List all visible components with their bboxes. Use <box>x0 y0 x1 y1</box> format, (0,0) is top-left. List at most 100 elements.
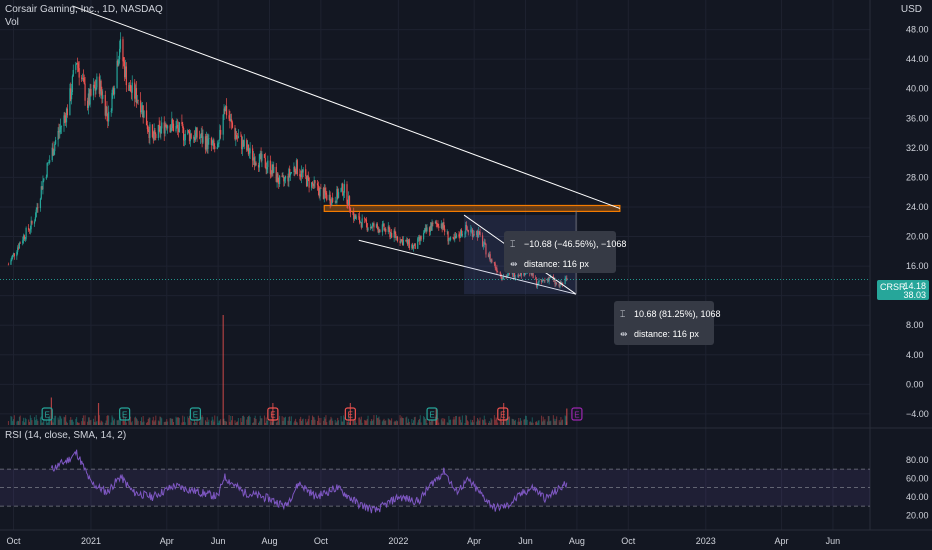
earnings-marker-label: E <box>348 411 353 420</box>
volume-bar <box>104 422 106 425</box>
earnings-marker <box>344 407 356 421</box>
volume-legend[interactable]: Vol <box>5 17 19 28</box>
volume-bar <box>16 421 18 425</box>
candle-body <box>196 127 198 138</box>
candle-body <box>235 135 237 139</box>
volume-bar <box>188 418 190 425</box>
candle-body <box>273 166 275 173</box>
volume-bar <box>146 422 148 425</box>
volume-bar <box>325 415 327 425</box>
volume-bar <box>437 418 439 425</box>
rsi-legend[interactable]: RSI (14, close, SMA, 14, 2) <box>5 430 127 441</box>
volume-bar <box>328 420 330 425</box>
candle-body <box>497 271 499 273</box>
currency-label[interactable]: USD <box>900 4 922 15</box>
volume-bar <box>376 418 378 425</box>
candle-body <box>60 125 63 127</box>
volume-bar <box>294 420 296 425</box>
candle-body <box>159 125 161 134</box>
rsi-axis[interactable]: 80.00 60.00 40.00 20.00 <box>906 455 929 521</box>
volume-bar <box>531 417 533 425</box>
volume-bar <box>269 421 271 425</box>
candle-body <box>499 271 501 274</box>
volume-bar <box>199 416 201 425</box>
candle-body <box>508 273 510 274</box>
candle-body <box>124 61 126 78</box>
candle-body <box>72 69 74 77</box>
volume-bar <box>181 422 183 425</box>
volume-bar <box>375 415 377 425</box>
volume-bar <box>530 422 532 425</box>
candle-body <box>332 197 334 202</box>
volume-bar <box>514 419 516 425</box>
candle-body <box>193 137 195 139</box>
volume-bar <box>556 416 558 425</box>
volume-bar <box>561 420 563 425</box>
volume-bar <box>284 417 286 425</box>
volume-bar <box>226 421 228 425</box>
volume-bar <box>218 420 220 425</box>
candle-body <box>247 144 249 151</box>
candle-body <box>124 66 127 78</box>
volume-bar <box>461 415 463 425</box>
candle-body <box>460 230 462 238</box>
volume-bar <box>66 421 68 425</box>
volume-bar <box>501 421 503 425</box>
resistance-zone[interactable] <box>323 204 621 212</box>
volume-bar <box>514 420 516 425</box>
candle-body <box>141 105 143 111</box>
candle-body <box>295 160 298 174</box>
volume-bar <box>388 419 390 425</box>
volume-bar <box>140 417 142 425</box>
trendlines[interactable] <box>72 5 621 295</box>
candle-body <box>308 177 310 188</box>
candle-body <box>288 169 290 182</box>
volume-bar <box>159 416 161 425</box>
candle-body <box>216 147 218 150</box>
candle-body <box>328 194 330 200</box>
symbol-label: CRSR <box>880 282 906 292</box>
candle-body <box>252 157 255 161</box>
volume-bar <box>330 416 332 425</box>
earnings-marker-label: E <box>574 411 579 420</box>
candle-body <box>129 84 131 91</box>
volume-bar <box>438 422 440 425</box>
volume-bar <box>283 417 285 425</box>
volume-bar <box>558 420 560 425</box>
candle-body <box>161 122 163 129</box>
candle-body <box>496 268 498 272</box>
candle-body <box>375 224 378 228</box>
volume-bar <box>537 420 539 425</box>
candle-body <box>264 157 266 168</box>
volume-bar <box>402 418 404 425</box>
volume-bar <box>178 417 180 425</box>
candle-body <box>428 227 431 232</box>
volume-bar <box>259 415 261 425</box>
candle-body <box>459 236 461 238</box>
candle-body <box>343 192 345 196</box>
volume-bar <box>69 419 71 425</box>
volume-bar <box>83 421 85 425</box>
volume-bar <box>193 422 195 425</box>
candle-body <box>393 230 395 238</box>
candle-body <box>306 175 309 187</box>
volume-bar <box>405 417 407 425</box>
volume-bar <box>420 422 422 425</box>
volume-bar <box>76 422 78 425</box>
volume-bar <box>229 422 231 425</box>
chart-title[interactable]: Corsair Gaming, Inc., 1D, NASDAQ <box>5 4 163 15</box>
volume-bar <box>260 418 262 425</box>
volume-bar <box>342 421 344 425</box>
candle-body <box>442 222 444 229</box>
volume-bar <box>10 415 12 425</box>
volume-bar <box>413 420 415 425</box>
volume-bar <box>450 419 452 425</box>
candle-body <box>443 222 445 229</box>
volume-bar <box>219 420 221 425</box>
time-axis[interactable]: Oct 2021 Apr Jun Aug Oct 2022 Apr Jun Aug Oct 2023 A… <box>6 536 840 546</box>
volume-bar <box>329 419 331 425</box>
candle-body <box>336 188 338 203</box>
